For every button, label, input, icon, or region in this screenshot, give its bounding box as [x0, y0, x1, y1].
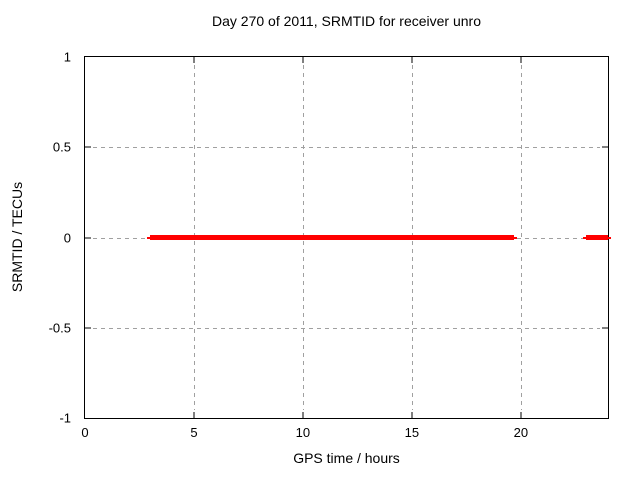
x-axis-label: GPS time / hours: [293, 450, 400, 466]
x-tick-mark-top: [193, 57, 195, 63]
x-tick-label: 10: [295, 425, 311, 440]
x-tick-mark-bottom: [411, 412, 413, 418]
y-tick-label: -1: [59, 410, 71, 426]
y-tick-label: 1: [63, 49, 71, 65]
x-tick-mark-bottom: [520, 412, 522, 418]
data-line-segment: [147, 235, 518, 240]
y-gridline: [93, 147, 600, 149]
x-tick-label: 0: [81, 425, 89, 440]
y-tick-label: -0.5: [48, 320, 71, 336]
x-tick-mark-bottom: [302, 412, 304, 418]
data-line-segment: [583, 235, 611, 240]
x-tick-label: 5: [190, 425, 198, 440]
x-tick-label: 20: [513, 425, 529, 440]
x-tick-label: 15: [404, 425, 420, 440]
y-tick-mark-left: [85, 327, 91, 329]
x-tick-mark-top: [411, 57, 413, 63]
chart-title: Day 270 of 2011, SRMTID for receiver unr…: [212, 13, 481, 29]
y-gridline: [93, 327, 600, 329]
y-axis-label: SRMTID / TECUs: [9, 181, 25, 293]
y-tick-label: 0: [63, 230, 71, 245]
y-tick-mark-right: [602, 327, 608, 329]
x-tick-mark-top: [520, 57, 522, 63]
y-tick-mark-left: [85, 237, 91, 238]
x-tick-mark-bottom: [193, 412, 195, 418]
y-tick-mark-right: [602, 146, 608, 148]
plot-area: 0 5 10 15 20 -1 -0.5 0 0.5 1: [49, 51, 611, 439]
y-tick-mark-left: [85, 146, 91, 148]
y-tick-label: 0.5: [52, 139, 71, 155]
x-tick-mark-top: [302, 57, 304, 63]
